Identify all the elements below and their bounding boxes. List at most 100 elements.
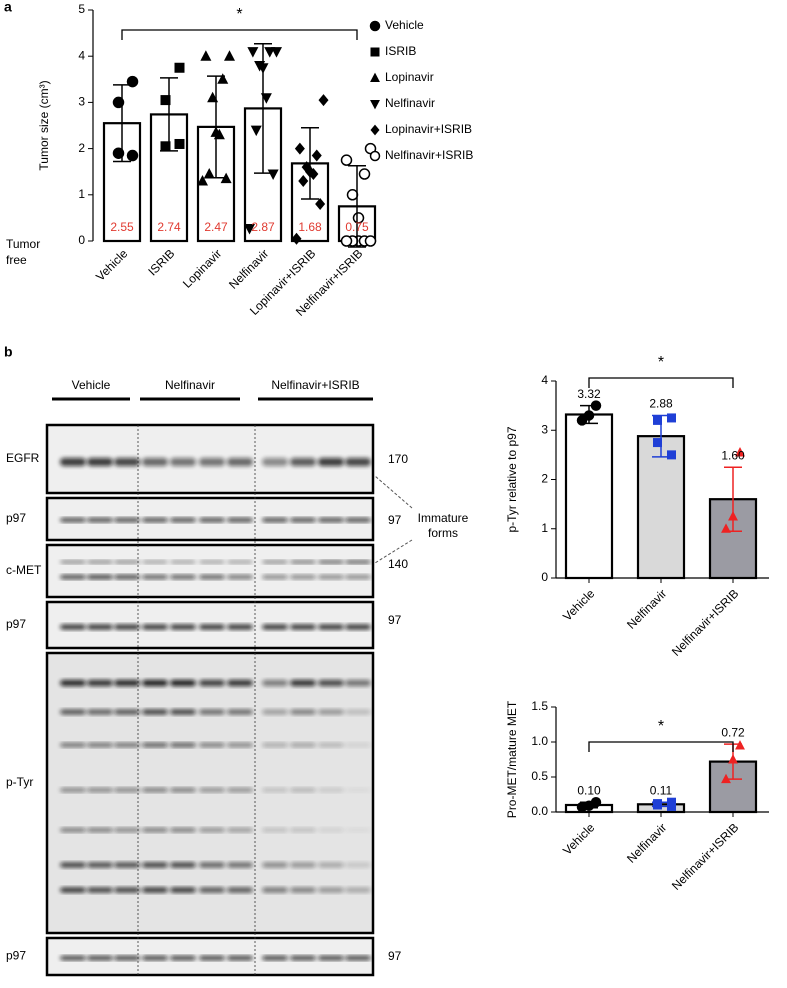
value-label: 2.55 (110, 220, 134, 234)
band (290, 956, 316, 960)
point (247, 47, 259, 58)
x-tick-label: Nelfinavir+ISRIB (669, 586, 741, 658)
y-tick-label: 0.5 (531, 769, 548, 783)
band (262, 575, 288, 579)
point (311, 149, 322, 162)
value-label: 3.32 (577, 387, 601, 401)
band (114, 828, 140, 832)
y-tick-label: 0 (541, 570, 548, 584)
y-tick-label: 4 (78, 48, 85, 62)
band (199, 862, 225, 868)
band (170, 709, 196, 715)
band (345, 458, 371, 466)
point (217, 73, 229, 84)
band (87, 887, 113, 893)
band (290, 862, 316, 868)
band (345, 624, 371, 630)
band (318, 956, 344, 960)
value-label: 0.72 (721, 725, 745, 739)
point (346, 189, 359, 201)
band (170, 458, 196, 466)
band (60, 788, 86, 792)
band (262, 624, 288, 630)
band (199, 680, 225, 686)
band (142, 560, 168, 564)
mw-label: 97 (388, 613, 402, 627)
legend-label: Nelfinavir+ISRIB (385, 148, 473, 162)
annotation: Immature (418, 511, 469, 525)
value-label: 2.74 (157, 220, 181, 234)
point (667, 801, 676, 811)
band (60, 560, 86, 564)
band (290, 624, 316, 630)
legend-label: Lopinavir+ISRIB (385, 122, 472, 136)
point (200, 50, 212, 61)
point (364, 235, 377, 247)
point (224, 50, 235, 61)
x-tick-label: ISRIB (145, 246, 177, 278)
band (345, 887, 371, 893)
point (112, 96, 125, 109)
x-tick-label: Nelfinavir (624, 586, 669, 631)
band (114, 743, 140, 747)
band (227, 956, 253, 960)
band (142, 743, 168, 747)
y-tick-label: 4 (541, 373, 548, 387)
band (114, 575, 140, 579)
band (114, 862, 140, 868)
annotation-arrow (374, 539, 413, 564)
band (318, 680, 344, 686)
y-axis-label: Tumor size (cm³) (37, 80, 51, 170)
band (170, 575, 196, 579)
bar (564, 413, 614, 580)
group-label: Nelfinavir+ISRIB (271, 378, 359, 392)
legend-marker (370, 47, 380, 57)
band (199, 956, 225, 960)
point (250, 125, 262, 137)
y-tick-label: 1.0 (531, 734, 548, 748)
mw-label: 140 (388, 557, 408, 571)
point (220, 172, 232, 184)
band (114, 458, 140, 466)
value-label: 2.47 (204, 220, 228, 234)
y-axis-label: Pro-MET/mature MET (505, 700, 519, 818)
y-tick-label: 5 (78, 2, 85, 16)
band (318, 458, 344, 466)
band (87, 862, 113, 868)
band (199, 624, 225, 630)
band (114, 887, 140, 893)
legend-label: ISRIB (385, 44, 416, 58)
blot-frame (45, 543, 375, 599)
row-label: c-MET (6, 563, 42, 577)
band (142, 680, 168, 686)
band (87, 828, 113, 832)
band (60, 458, 86, 466)
point (267, 169, 279, 181)
y-tick-label: 2 (78, 141, 85, 155)
band (290, 828, 316, 832)
band (60, 828, 86, 832)
mw-label: 97 (388, 949, 402, 963)
band (345, 743, 371, 747)
band (227, 458, 253, 466)
band (170, 887, 196, 893)
band (262, 709, 288, 715)
band (199, 458, 225, 466)
point (244, 224, 255, 235)
y-tick-label: 0.0 (531, 804, 548, 818)
y-tick-label: 0 (78, 233, 85, 247)
band (262, 887, 288, 893)
band (60, 956, 86, 960)
band (345, 956, 371, 960)
band (262, 828, 288, 832)
band (199, 709, 225, 715)
band (318, 575, 344, 579)
significance-bracket (121, 29, 358, 40)
band (290, 518, 316, 522)
legend-marker (369, 150, 381, 162)
point (653, 415, 662, 425)
band (345, 518, 371, 522)
y-extra-label: free (6, 253, 27, 267)
band (87, 575, 113, 579)
band (345, 680, 371, 686)
